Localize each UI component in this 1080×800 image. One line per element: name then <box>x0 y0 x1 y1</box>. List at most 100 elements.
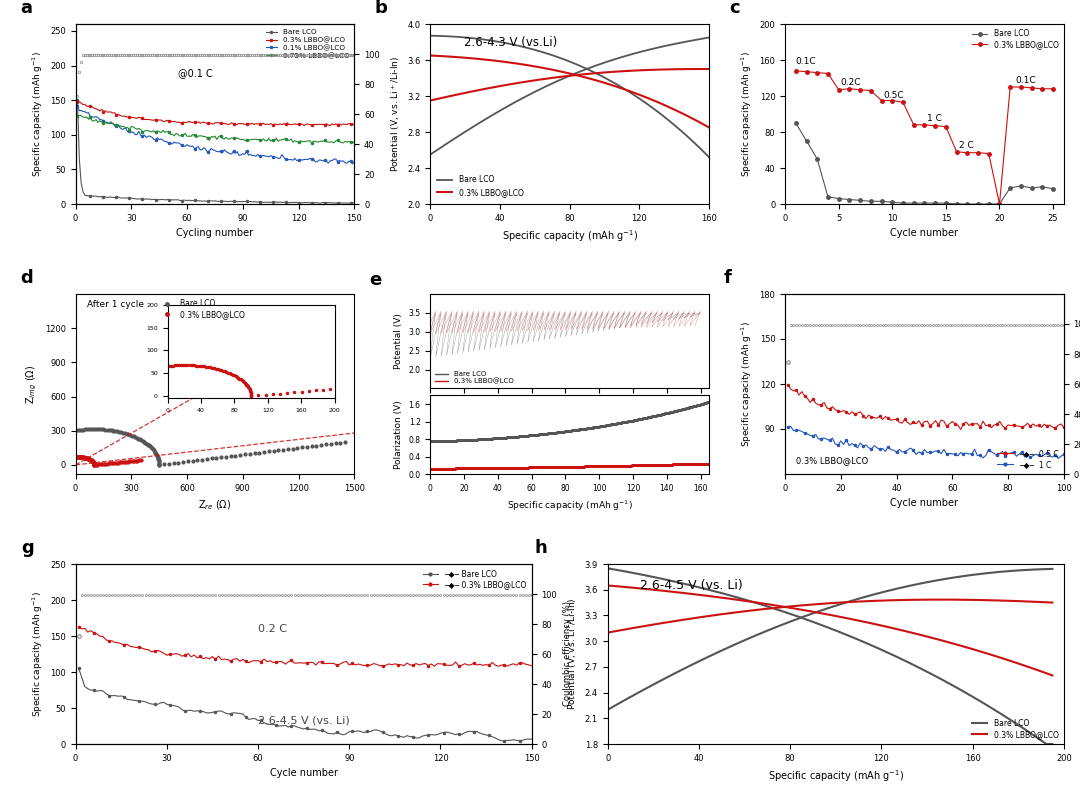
0.1% LBBO@LCO <box>227 146 240 156</box>
Y-axis label: Coulombic efficiency (%): Coulombic efficiency (%) <box>563 602 571 706</box>
─◆─ 0.5 C <box>835 407 848 417</box>
0.3% LBBO@LCO <box>961 148 974 158</box>
X-axis label: Specific capacity (mAh g$^{-1}$): Specific capacity (mAh g$^{-1}$) <box>768 768 904 784</box>
Bare LCO <box>1003 183 1016 193</box>
0.75% LBBO@LCO <box>75 110 87 120</box>
0.3% LBBO@LCO <box>811 68 824 78</box>
0.3% LBBO@LCO <box>386 660 399 670</box>
Text: 2.6-4.5 V (vs. Li): 2.6-4.5 V (vs. Li) <box>258 716 350 726</box>
─◆─ 1 C <box>1052 454 1065 463</box>
0.3% LBBO@LCO <box>1025 83 1038 93</box>
0.75% LBBO@LCO <box>301 136 314 146</box>
0.3% LBBO@LCO <box>864 86 877 95</box>
Bare LCO <box>842 194 855 204</box>
0.3% LBBO@LCO <box>216 118 229 128</box>
Legend: ─◆─  0.5 C, ─◆─  1 C: ─◆─ 0.5 C, ─◆─ 1 C <box>996 447 1059 470</box>
0.3% LBBO@LCO <box>833 85 846 94</box>
Text: d: d <box>19 269 32 287</box>
0.3% LBBO@LCO <box>886 96 899 106</box>
0.3% LBBO@LCO <box>221 654 234 664</box>
Bare LCO <box>348 198 361 208</box>
0.1% LBBO@LCO <box>299 154 312 164</box>
0.1% LBBO@LCO <box>162 138 175 148</box>
0.3% LBBO@LCO <box>324 121 337 130</box>
Bare LCO <box>498 736 511 746</box>
Y-axis label: Specific capacity (mAh g$^{-1}$): Specific capacity (mAh g$^{-1}$) <box>30 51 44 177</box>
Legend: Bare LCO, 0.3% LBBO@LCO: Bare LCO, 0.3% LBBO@LCO <box>434 370 514 385</box>
Text: 0.3% LBBO@LCO: 0.3% LBBO@LCO <box>796 456 868 465</box>
0.3% LBBO@LCO <box>907 120 920 130</box>
Line: Bare LCO: Bare LCO <box>78 667 532 742</box>
Bare LCO <box>327 729 340 738</box>
Bare LCO <box>314 198 327 208</box>
Bare LCO <box>950 199 963 209</box>
0.3% LBBO@LCO <box>327 658 340 668</box>
─◆─ 0.5 C <box>846 407 859 417</box>
0.3% LBBO@LCO <box>71 97 84 106</box>
─◆─ 0.5 C <box>1047 422 1059 432</box>
─◆─ 0.5 C <box>1038 419 1051 429</box>
Legend: ─◆─ Bare LCO, ─◆─ 0.3% LBBO@LCO: ─◆─ Bare LCO, ─◆─ 0.3% LBBO@LCO <box>421 568 528 590</box>
0.75% LBBO@LCO <box>218 134 231 144</box>
X-axis label: Cycle number: Cycle number <box>890 228 958 238</box>
Bare LCO <box>72 664 85 674</box>
Bare LCO <box>1036 182 1049 192</box>
Text: After 1 cycle: After 1 cycle <box>86 299 144 309</box>
─◆─ 1 C <box>837 440 850 450</box>
0.1% LBBO@LCO <box>216 148 229 158</box>
Bare LCO <box>299 198 312 207</box>
Text: 0.1C: 0.1C <box>796 58 816 66</box>
0.3% LBBO@LCO <box>918 120 931 130</box>
0.3% LBBO@LCO <box>853 85 866 94</box>
0.3% LBBO@LCO <box>842 84 855 94</box>
─◆─ 0.5 C <box>955 425 968 434</box>
X-axis label: Cycle number: Cycle number <box>890 498 958 508</box>
─◆─ 0.5 C <box>782 380 795 390</box>
Text: @0.1 C: @0.1 C <box>178 68 213 78</box>
Legend: Bare LCO, 0.3% LBBO@LCO: Bare LCO, 0.3% LBBO@LCO <box>971 718 1059 740</box>
X-axis label: Z$_{re}$ (Ω): Z$_{re}$ (Ω) <box>199 498 231 512</box>
Y-axis label: Potential (V, vs. Li$^+$/Li-In): Potential (V, vs. Li$^+$/Li-In) <box>389 56 402 172</box>
0.3% LBBO@LCO <box>789 66 802 75</box>
Bare LCO <box>162 194 175 204</box>
0.3% LBBO@LCO <box>993 199 1005 209</box>
0.3% LBBO@LCO <box>800 67 813 77</box>
X-axis label: Specific capacity (mAh g$^{-1}$): Specific capacity (mAh g$^{-1}$) <box>501 228 638 244</box>
Bare LCO <box>811 154 824 164</box>
Bare LCO <box>983 199 996 209</box>
0.1% LBBO@LCO <box>348 157 361 166</box>
Line: ─◆─ 1 C: ─◆─ 1 C <box>787 426 1065 459</box>
0.3% LBBO@LCO <box>72 622 85 631</box>
0.3% LBBO@LCO <box>929 121 942 130</box>
Bare LCO <box>800 136 813 146</box>
Text: c: c <box>729 0 740 18</box>
0.3% LBBO@LCO <box>896 98 909 107</box>
Text: 0.1C: 0.1C <box>1015 76 1036 86</box>
Line: ─◆─ 0.5 C: ─◆─ 0.5 C <box>787 384 1065 430</box>
Bare LCO <box>789 118 802 128</box>
─◆─ 1 C <box>927 447 940 457</box>
Y-axis label: Specific capacity (mAh g$^{-1}$): Specific capacity (mAh g$^{-1}$) <box>740 321 754 447</box>
Text: f: f <box>724 269 731 287</box>
Bare LCO <box>972 199 985 209</box>
Bare LCO <box>446 729 459 738</box>
Bare LCO <box>262 198 275 207</box>
0.1% LBBO@LCO <box>262 152 275 162</box>
Bare LCO <box>896 198 909 208</box>
Legend: Bare LCO, 0.3% LBBO@LCO: Bare LCO, 0.3% LBBO@LCO <box>434 172 527 200</box>
Bare LCO <box>386 731 399 741</box>
─◆─ 0.5 C <box>1057 422 1070 432</box>
Bare LCO <box>864 197 877 206</box>
Line: Bare LCO: Bare LCO <box>794 122 1055 206</box>
Text: 2 C: 2 C <box>959 141 973 150</box>
─◆─ 1 C <box>1038 450 1051 459</box>
0.3% LBBO@LCO <box>252 656 265 666</box>
─◆─ 1 C <box>848 440 861 450</box>
0.3% LBBO@LCO <box>950 147 963 157</box>
0.3% LBBO@LCO <box>309 660 322 670</box>
0.3% LBBO@LCO <box>972 148 985 158</box>
0.3% LBBO@LCO <box>428 662 441 671</box>
0.3% LBBO@LCO <box>983 149 996 158</box>
0.3% LBBO@LCO <box>822 69 835 78</box>
Text: e: e <box>369 270 381 289</box>
